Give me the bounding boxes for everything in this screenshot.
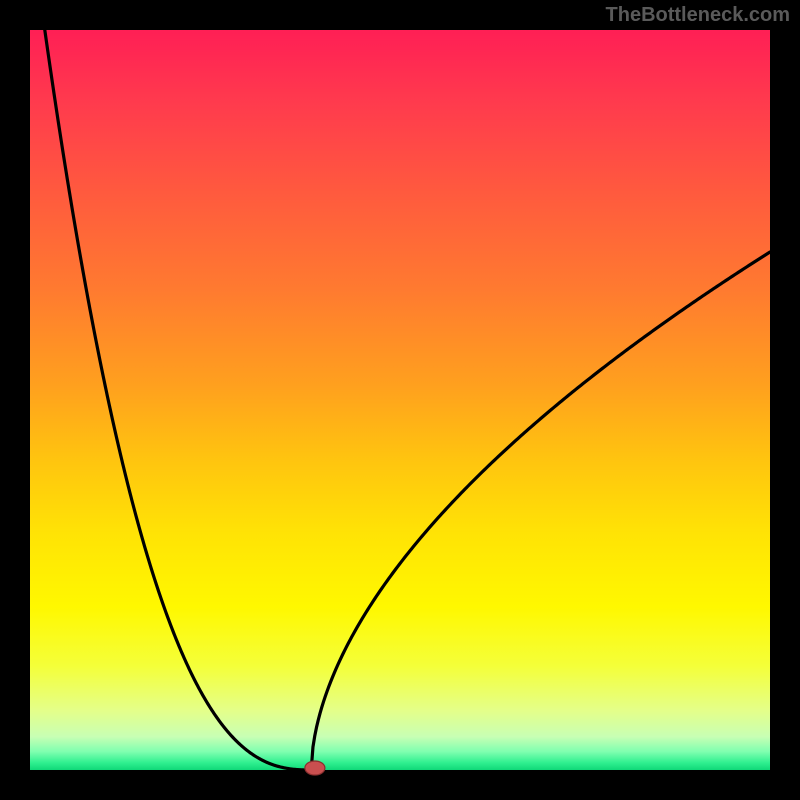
plot-area	[30, 30, 770, 770]
optimum-marker	[305, 761, 325, 775]
chart-container: TheBottleneck.com	[0, 0, 800, 800]
watermark-text: TheBottleneck.com	[606, 4, 790, 27]
bottleneck-chart	[0, 0, 800, 800]
